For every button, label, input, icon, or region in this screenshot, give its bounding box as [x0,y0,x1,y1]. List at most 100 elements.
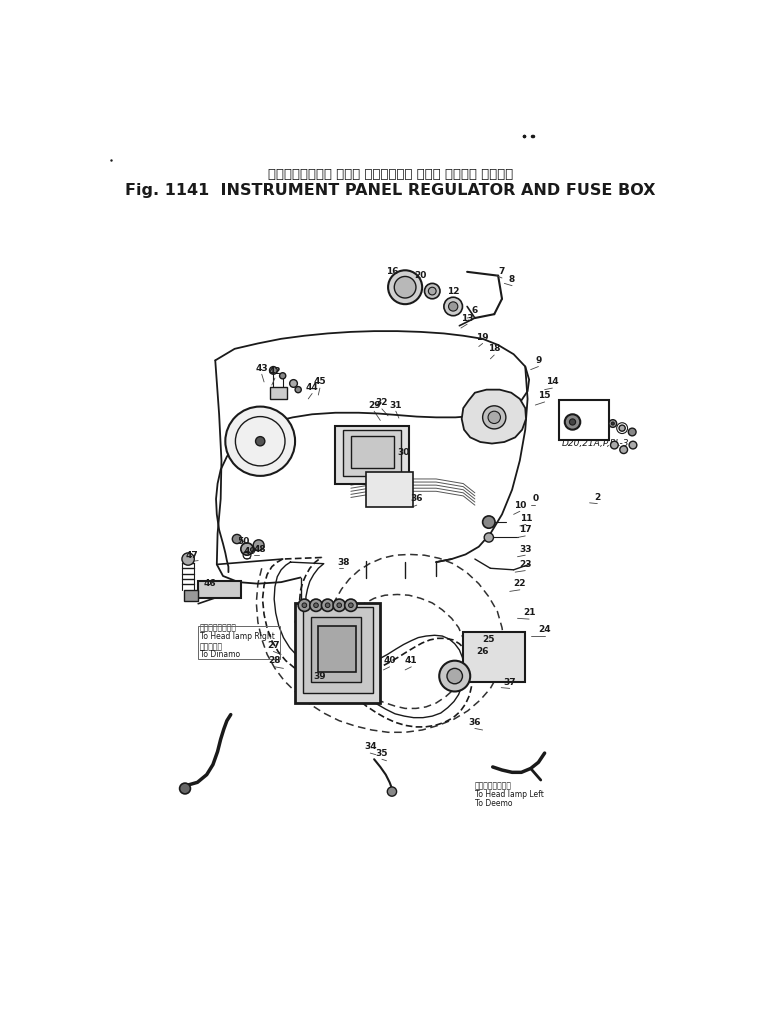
Circle shape [629,428,636,436]
Text: 25: 25 [482,635,495,644]
Circle shape [314,603,318,607]
Text: 28: 28 [269,656,281,665]
Circle shape [619,425,626,431]
Text: 19: 19 [476,333,489,342]
Circle shape [611,422,614,425]
Text: 36: 36 [410,495,423,504]
Text: 2: 2 [594,493,600,502]
Bar [336,426,409,484]
Text: 24: 24 [538,626,551,635]
Circle shape [345,599,357,611]
Circle shape [482,406,506,429]
Circle shape [295,386,301,392]
Circle shape [394,277,416,298]
Text: 17: 17 [519,525,532,534]
Circle shape [565,415,581,430]
Circle shape [279,373,286,379]
Circle shape [256,437,265,446]
Circle shape [321,599,334,611]
Circle shape [333,599,345,611]
Text: 21: 21 [523,608,536,618]
Text: ダイナモへ: ダイナモへ [199,642,223,651]
Text: 26: 26 [476,647,489,656]
Text: To Dinamo: To Dinamo [199,650,240,659]
Text: D20,21A,P,PL-3: D20,21A,P,PL-3 [562,439,629,448]
Circle shape [180,783,190,794]
Circle shape [325,603,330,607]
Text: 8: 8 [509,275,515,284]
Circle shape [482,516,495,528]
Bar [198,581,240,597]
Circle shape [428,287,436,295]
Text: 40: 40 [384,656,396,665]
Circle shape [484,533,493,542]
Bar [559,400,609,440]
Text: 31: 31 [390,401,402,410]
Text: 12: 12 [447,287,460,295]
Text: To Head lamp Left: To Head lamp Left [475,790,544,799]
Circle shape [439,661,470,692]
Circle shape [629,441,637,449]
Bar [184,590,198,600]
Bar [351,436,393,468]
Text: To Deemo: To Deemo [475,799,512,807]
Circle shape [425,283,440,299]
Text: 47: 47 [186,551,199,560]
Circle shape [447,668,463,683]
Text: 41: 41 [405,656,418,665]
Bar [198,626,279,659]
Text: 16: 16 [386,268,398,277]
Text: 48: 48 [253,545,266,554]
Circle shape [182,553,194,565]
Circle shape [337,603,342,607]
Text: 6: 6 [472,306,478,314]
Bar [269,387,287,399]
Circle shape [253,539,264,551]
Bar [318,626,355,672]
Text: 29: 29 [368,401,380,410]
Text: 13: 13 [461,313,473,322]
Text: Fig. 1141  INSTRUMENT PANEL REGULATOR AND FUSE BOX: Fig. 1141 INSTRUMENT PANEL REGULATOR AND… [125,184,656,199]
Text: 33: 33 [519,545,531,554]
Text: 36: 36 [469,718,481,727]
Circle shape [240,542,253,556]
Text: 49: 49 [244,547,256,556]
Text: ヘッドランプもへ: ヘッドランプもへ [475,781,512,790]
Circle shape [444,297,463,315]
Bar [303,606,373,693]
Text: 34: 34 [364,742,377,751]
Text: 42: 42 [269,367,282,376]
Circle shape [298,599,310,611]
Text: 9: 9 [535,356,542,365]
Circle shape [488,412,501,424]
Text: 11: 11 [520,514,532,523]
Text: インスツルメント パネル レギュレータ および ヒューズ ボックス: インスツルメント パネル レギュレータ および ヒューズ ボックス [268,167,513,180]
Bar [295,603,380,703]
Text: 27: 27 [267,641,280,650]
Text: 10: 10 [514,501,526,510]
Circle shape [232,534,241,544]
Text: 45: 45 [314,377,326,386]
Text: To Head lamp Right: To Head lamp Right [199,632,275,641]
Circle shape [290,379,298,387]
Circle shape [269,366,277,374]
Circle shape [302,603,307,607]
Circle shape [610,441,618,449]
Circle shape [388,271,422,304]
Polygon shape [462,389,526,443]
Text: 30: 30 [397,448,409,457]
Bar [343,430,401,476]
Text: 23: 23 [519,560,531,569]
Circle shape [387,787,396,796]
Circle shape [349,603,353,607]
Circle shape [310,599,322,611]
Text: 14: 14 [546,377,559,386]
Text: 15: 15 [538,391,551,401]
Text: 44: 44 [306,383,319,391]
Text: 22: 22 [514,579,526,588]
Circle shape [619,446,628,453]
Text: 46: 46 [203,579,216,588]
Bar [366,473,413,507]
Text: 38: 38 [337,558,349,567]
Text: 7: 7 [498,268,505,277]
